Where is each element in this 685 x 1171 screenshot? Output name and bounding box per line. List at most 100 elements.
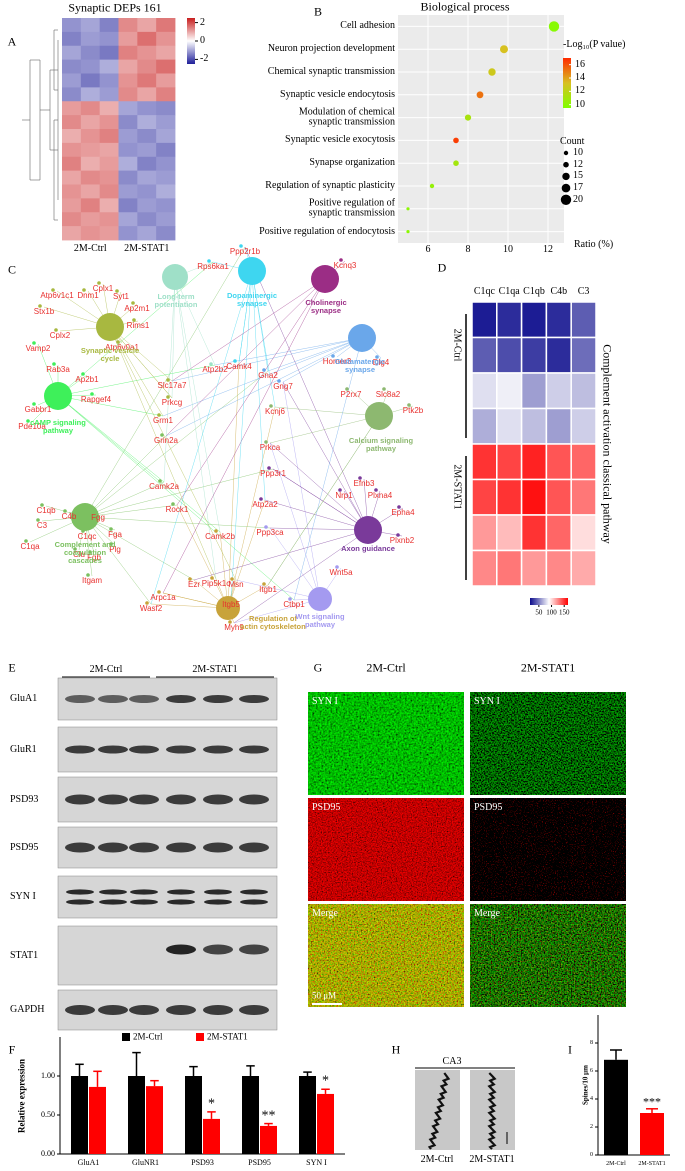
- gene-label: Gng7: [273, 381, 293, 391]
- heatmap-cell: [471, 514, 498, 552]
- heatmap-cell: [80, 212, 101, 227]
- gene-node: [82, 288, 86, 292]
- heatmap-cell: [156, 212, 176, 227]
- y-tick-label: 0.00: [41, 1148, 55, 1158]
- band: [239, 794, 269, 805]
- heatmap-cell: [156, 226, 176, 241]
- gene-label: Prkca: [259, 442, 281, 452]
- heatmap-cell: [80, 184, 101, 199]
- network-edge: [109, 326, 173, 399]
- heatmap-cell: [545, 301, 572, 339]
- network-edge: [282, 381, 321, 600]
- gene-label: Camk2b: [205, 531, 235, 541]
- group-label: 2M-STAT1: [192, 663, 238, 675]
- band: [129, 745, 159, 754]
- network-edge: [57, 395, 221, 533]
- gene-node: [166, 378, 170, 382]
- heatmap-cell: [118, 45, 138, 61]
- colorbar-label: -2: [200, 53, 209, 65]
- band: [239, 745, 269, 754]
- band: [239, 842, 269, 853]
- heatmap-cell: [545, 336, 572, 374]
- size-legend-dot: [560, 194, 572, 205]
- gene-node: [40, 503, 44, 507]
- heatmap-cell: [62, 212, 82, 227]
- gene-node: [131, 301, 135, 305]
- heatmap-cell: [156, 45, 176, 61]
- bar: [242, 1076, 259, 1154]
- gene-node: [51, 288, 55, 292]
- heatmap-cell: [156, 31, 176, 47]
- heatmap-cell: [471, 301, 498, 339]
- band: [166, 695, 196, 703]
- network-edges: [29, 246, 414, 624]
- protein-label: SYN I: [10, 890, 36, 902]
- heatmap-cell: [80, 156, 101, 172]
- gene-label: Cplx1: [92, 283, 114, 293]
- heatmap-cell: [156, 184, 176, 199]
- x-axis-label: Ratio (%): [574, 238, 614, 250]
- gene-node: [86, 573, 90, 577]
- heatmap-cell: [80, 226, 101, 241]
- network-edge: [84, 481, 165, 518]
- legend-swatch: [196, 1033, 204, 1041]
- group-label: 2M-Ctrl: [89, 663, 123, 675]
- gene-label: Ap2b1: [75, 374, 99, 384]
- gene-label: Grin2a: [153, 435, 179, 445]
- band: [129, 842, 159, 853]
- panel-letter: C: [7, 262, 17, 277]
- heatmap-cell: [137, 170, 157, 185]
- gene-label: Fgb: [87, 552, 101, 562]
- colorbar-label: 100: [546, 608, 557, 617]
- colorbar-label: 150: [558, 608, 570, 617]
- band: [166, 745, 196, 754]
- heatmap-cell: [62, 87, 82, 102]
- heatmap-cell: [99, 101, 119, 116]
- x-tick-label: GluNR1: [131, 1157, 160, 1167]
- heatmap-cell: [520, 372, 548, 410]
- band: [203, 695, 233, 703]
- gene-node: [81, 372, 85, 376]
- dot: [429, 183, 435, 189]
- heatmap-cell: [570, 301, 597, 339]
- y-tick-label: 2: [590, 1123, 593, 1130]
- group-label: 2M-STAT1: [451, 463, 463, 510]
- gene-label: Syt1: [112, 291, 130, 301]
- band: [98, 842, 128, 853]
- size-legend-dot: [562, 172, 570, 181]
- heatmap-cell: [156, 101, 176, 116]
- panel-letter: H: [391, 1042, 401, 1057]
- gene-node: [145, 601, 149, 605]
- gene-label: Efnb3: [353, 478, 375, 488]
- group-label: 2M-STAT1: [469, 1153, 515, 1165]
- gene-label: Rps6ka1: [197, 261, 229, 271]
- gene-node: [88, 550, 92, 554]
- heatmap-cell: [62, 45, 82, 61]
- heatmap-cell: [118, 101, 138, 116]
- band: [98, 794, 128, 805]
- network-edge: [84, 516, 195, 581]
- x-tick-label: 10: [503, 243, 513, 255]
- heatmap-cell: [496, 443, 523, 481]
- gene-label: Ptk2b: [402, 405, 424, 415]
- heatmap-cell: [62, 115, 82, 130]
- error-bar: [303, 1071, 312, 1076]
- heatmap-cell: [80, 18, 101, 33]
- panel-letter: B: [313, 4, 323, 19]
- gene-node: [90, 392, 94, 396]
- band: [204, 899, 232, 905]
- heatmap-cell: [62, 59, 82, 74]
- gene-label: Arpc1a: [150, 592, 176, 602]
- gene-label: Pde10a: [18, 421, 46, 431]
- y-tick-label: Chemical synaptic transmission: [267, 65, 395, 77]
- gene-node: [228, 620, 232, 624]
- gene-label: C3: [36, 520, 48, 530]
- y-tick-label: 4: [590, 1095, 593, 1102]
- error-bar: [321, 1088, 330, 1094]
- legend-label: 20: [573, 193, 583, 205]
- colorbar-label: 50: [535, 608, 543, 617]
- pathway-node: [96, 313, 124, 341]
- pathway-node: [365, 402, 393, 430]
- y-tick-label: 1.00: [41, 1070, 55, 1080]
- heatmap-cell: [156, 170, 176, 185]
